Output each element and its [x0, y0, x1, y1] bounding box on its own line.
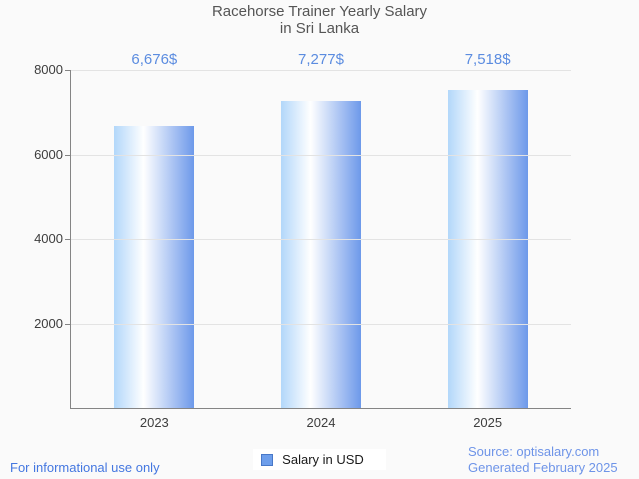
gridline	[71, 70, 571, 71]
bar-value-label: 6,676$	[131, 51, 178, 68]
bar-group-2024: 7,277$ 2024	[266, 51, 376, 430]
bar-group-2025: 7,518$ 2025	[433, 51, 543, 430]
chart-title: Racehorse Trainer Yearly Salary in Sri L…	[0, 3, 639, 37]
y-axis-tick-label: 6000	[34, 146, 63, 162]
bar-group-2023: 6,676$ 2023	[99, 51, 209, 430]
y-axis-tick-label: 4000	[34, 231, 63, 246]
chart-title-line1: Racehorse Trainer Yearly Salary	[211, 3, 428, 20]
bar-value-label: 7,277$	[298, 51, 344, 68]
y-axis-tick-label: 8000	[34, 62, 63, 77]
legend-item-salary[interactable]: Salary in USD	[253, 449, 386, 470]
y-axis-tick	[65, 154, 71, 156]
bar-2025[interactable]	[447, 90, 528, 408]
x-axis-label-2025: 2025	[473, 415, 503, 430]
bar-value-label: 7,518$	[464, 51, 511, 68]
x-axis-label-2023: 2023	[139, 415, 169, 430]
source-block: Source: optisalary.com Generated Februar…	[468, 444, 618, 476]
y-axis-tick	[65, 239, 71, 240]
generated-date: Generated February 2025	[468, 460, 618, 475]
legend: Salary in USD	[0, 449, 639, 470]
disclaimer-text: For informational use only	[10, 460, 160, 475]
gridline	[71, 323, 571, 325]
y-axis-tick	[65, 323, 71, 325]
plot-area: 6,676$ 2023 7,277$ 2024 7,518$ 2025	[65, 51, 571, 430]
x-axis-label-2024: 2024	[306, 415, 336, 430]
gridline	[71, 239, 571, 240]
legend-label: Salary in USD	[282, 452, 364, 467]
y-axis-tick-label: 2000	[34, 315, 63, 331]
gridline	[71, 154, 571, 156]
chart-title-line2: in Sri Lanka	[279, 20, 360, 37]
bar-2023[interactable]	[114, 125, 195, 408]
legend-swatch-icon	[261, 453, 274, 466]
source-link[interactable]: Source: optisalary.com	[468, 444, 600, 459]
bar-2024[interactable]	[281, 100, 361, 408]
y-axis-tick	[65, 70, 71, 71]
